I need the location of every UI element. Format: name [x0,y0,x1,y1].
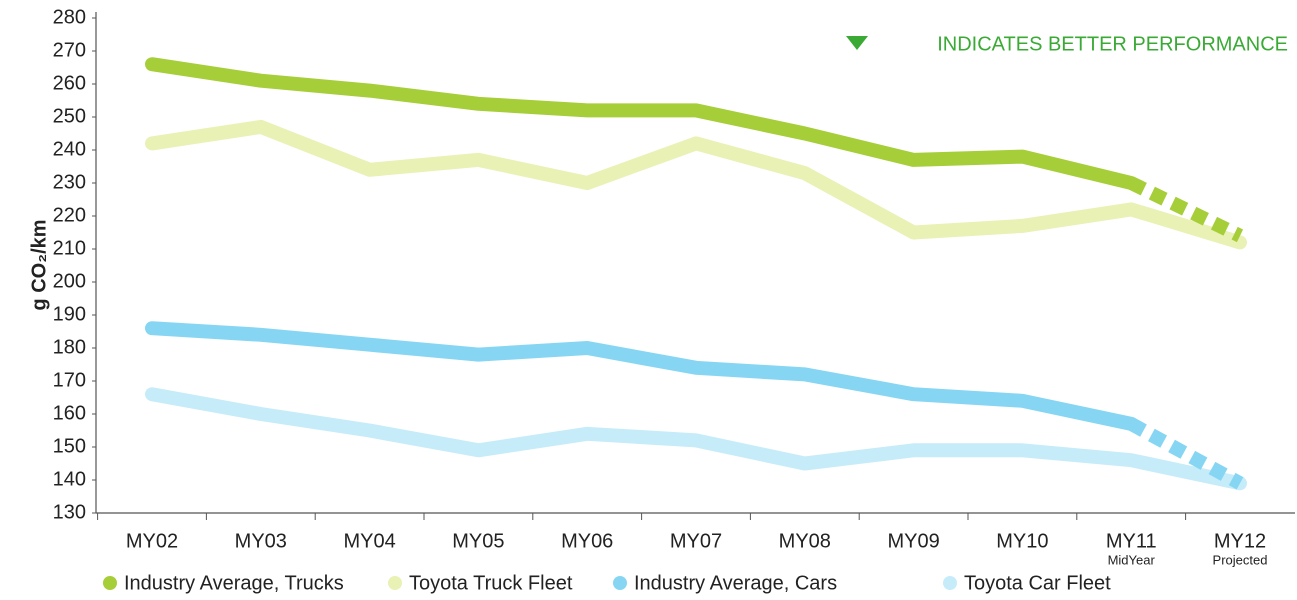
y-axis-label: g CO₂/km [28,219,50,310]
y-tick-label: 180 [53,336,86,358]
legend-label: Industry Average, Trucks [124,572,344,594]
y-tick-label: 140 [53,468,86,490]
y-tick-label: 150 [53,435,86,457]
legend-marker [613,576,627,590]
x-tick-note: MidYear [1108,552,1156,567]
x-tick-label: MY12 [1214,530,1266,552]
annotation: INDICATES BETTER PERFORMANCE [937,33,1288,55]
series-line [145,57,1139,190]
x-tick-note: Projected [1213,552,1268,567]
x-tick-label: MY06 [561,530,613,552]
x-tick-label: MY08 [779,530,831,552]
legend-marker [943,576,957,590]
legend-label: Toyota Car Fleet [964,572,1111,594]
series-line-dashed [1127,417,1244,490]
x-tick-label: MY03 [235,530,287,552]
y-tick-label: 270 [53,39,86,61]
y-tick-label: 260 [53,72,86,94]
y-tick-label: 190 [53,303,86,325]
legend-marker [103,576,117,590]
legend-label: Industry Average, Cars [634,572,837,594]
y-tick-label: 280 [53,6,86,28]
series-line [145,321,1139,431]
x-tick-label: MY10 [996,530,1048,552]
y-tick-label: 170 [53,369,86,391]
x-tick-label: MY11 [1106,530,1157,552]
x-tick-label: MY04 [343,530,395,552]
x-tick-label: MY02 [126,530,178,552]
series-line-dashed [1128,176,1244,243]
y-tick-label: 230 [53,171,86,193]
y-tick-label: 250 [53,105,86,127]
y-tick-label: 200 [53,270,86,292]
y-tick-label: 220 [53,204,86,226]
y-tick-label: 160 [53,402,86,424]
series-line [145,119,1247,250]
x-tick-label: MY07 [670,530,722,552]
legend-label: Toyota Truck Fleet [409,572,573,594]
x-tick-label: MY09 [887,530,939,552]
x-tick-label: MY05 [452,530,504,552]
series-line [145,387,1247,491]
legend-marker [388,576,402,590]
y-tick-label: 130 [53,501,86,523]
y-tick-label: 240 [53,138,86,160]
y-tick-label: 210 [53,237,86,259]
annotation-triangle [846,36,868,50]
